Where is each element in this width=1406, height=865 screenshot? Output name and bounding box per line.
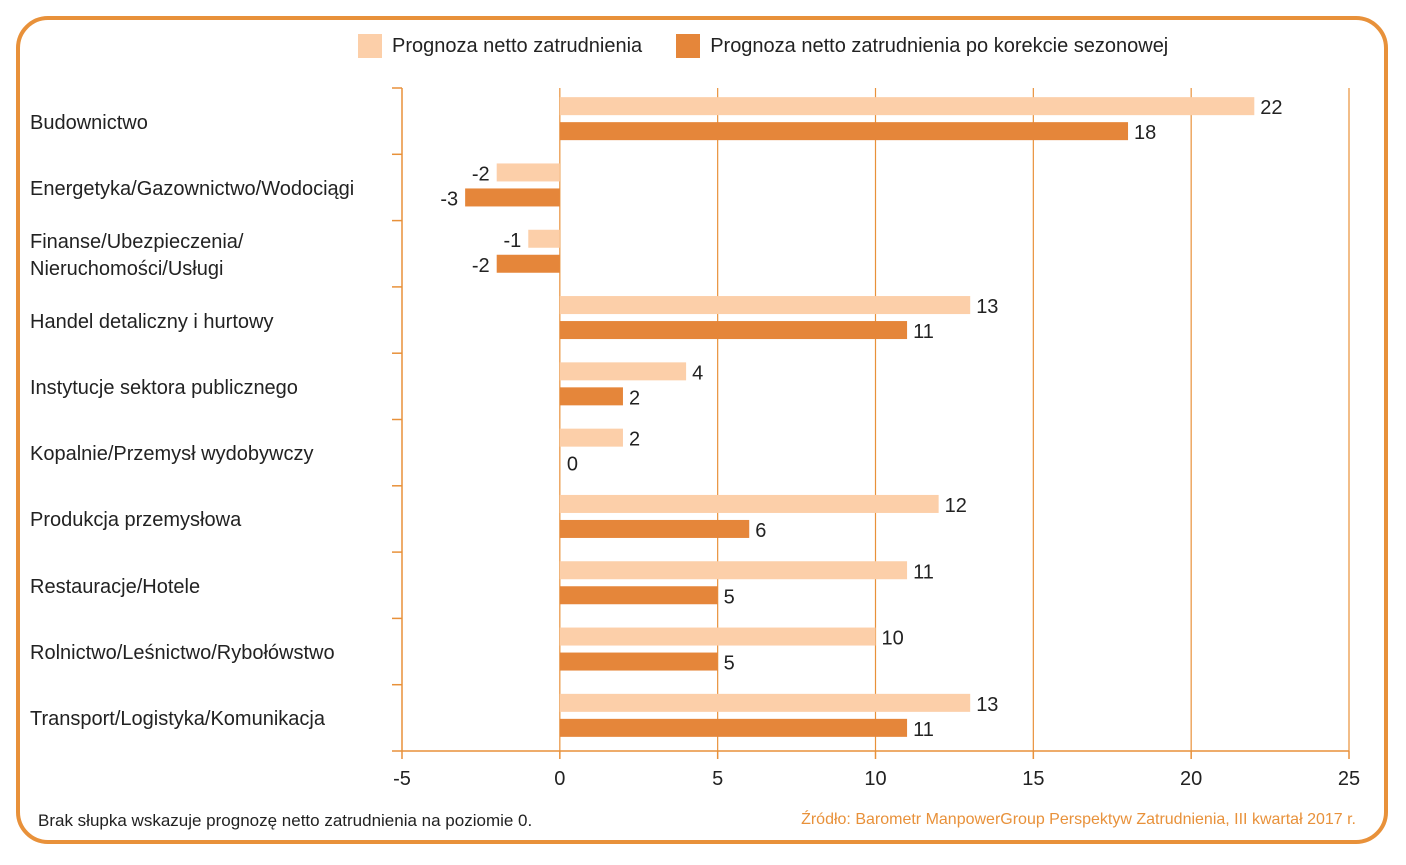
bar xyxy=(559,693,971,712)
x-tick-label: 15 xyxy=(1022,768,1044,790)
data-label: 0 xyxy=(567,454,578,476)
x-tick-label: 20 xyxy=(1180,768,1202,790)
data-label: 12 xyxy=(945,495,967,517)
data-label: 13 xyxy=(976,296,998,318)
data-label: 2 xyxy=(629,387,640,409)
category-label: Instytucje sektora publicznego xyxy=(30,375,298,402)
bar xyxy=(559,428,623,447)
bar xyxy=(559,321,908,340)
data-label: 11 xyxy=(913,561,934,583)
category-label-line: Restauracje/Hotele xyxy=(30,575,201,598)
x-tick-label: 5 xyxy=(712,768,723,790)
x-tick-label: 0 xyxy=(554,768,565,790)
chart-frame xyxy=(16,16,1388,844)
bar xyxy=(559,494,939,513)
legend-label-adjusted: Prognoza netto zatrudnienia po korekcie … xyxy=(710,34,1169,57)
bar xyxy=(559,586,718,605)
footnote: Brak słupka wskazuje prognozę netto zatr… xyxy=(38,811,533,830)
x-tick-label: 25 xyxy=(1338,768,1360,790)
category-label-line: Handel detaliczny i hurtowy xyxy=(30,310,274,333)
data-label: 2 xyxy=(629,429,640,451)
data-label: 5 xyxy=(724,653,735,675)
category-label-line: Instytucje sektora publicznego xyxy=(30,376,298,399)
source-note: Źródło: Barometr ManpowerGroup Perspekty… xyxy=(801,811,1356,828)
legend-swatch-forecast xyxy=(358,34,382,58)
data-label: 11 xyxy=(913,321,934,343)
data-label: 13 xyxy=(976,694,998,716)
data-label: -2 xyxy=(472,163,490,185)
bar xyxy=(496,254,560,273)
bar xyxy=(559,97,1255,116)
data-label: 6 xyxy=(755,520,766,542)
data-label: 4 xyxy=(692,362,703,384)
legend-swatch-adjusted xyxy=(676,34,701,58)
category-label-line: Budownictwo xyxy=(30,111,148,134)
data-label: 5 xyxy=(724,586,735,608)
data-label: 10 xyxy=(882,628,904,650)
category-label: Kopalnie/Przemysł wydobywczy xyxy=(30,441,313,468)
data-label: 22 xyxy=(1260,97,1282,119)
category-label: Budownictwo xyxy=(30,110,148,137)
x-tick-label: -5 xyxy=(393,768,411,790)
category-label: Restauracje/Hotele xyxy=(30,574,200,601)
bar xyxy=(559,561,908,580)
bar xyxy=(559,296,971,315)
bar xyxy=(465,188,560,207)
data-label: -2 xyxy=(472,255,490,277)
bar xyxy=(559,718,908,737)
legend: Prognoza netto zatrudnienia Prognoza net… xyxy=(358,34,1202,58)
bar xyxy=(559,387,623,406)
category-label: Transport/Logistyka/Komunikacja xyxy=(30,706,325,733)
data-label: 18 xyxy=(1134,122,1156,144)
x-tick-label: 10 xyxy=(864,768,886,790)
category-label-line: Energetyka/Gazownictwo/Wodociągi xyxy=(30,177,355,200)
category-label: Rolnictwo/Leśnictwo/Rybołówstwo xyxy=(30,640,335,667)
category-label: Produkcja przemysłowa xyxy=(30,507,241,534)
category-label: Handel detaliczny i hurtowy xyxy=(30,309,273,336)
category-label: Energetyka/Gazownictwo/Wodociągi xyxy=(30,176,354,203)
bar xyxy=(559,519,750,538)
bar xyxy=(559,627,876,646)
category-label: Finanse/Ubezpieczenia/Nieruchomości/Usłu… xyxy=(30,229,243,283)
bar xyxy=(559,362,687,381)
data-label: -1 xyxy=(503,230,521,252)
category-label-line: Kopalnie/Przemysł wydobywczy xyxy=(30,443,314,466)
legend-item-adjusted: Prognoza netto zatrudnienia po korekcie … xyxy=(676,34,1168,58)
legend-label-forecast: Prognoza netto zatrudnienia xyxy=(392,34,643,57)
data-label: -3 xyxy=(440,188,458,210)
category-label-line: Transport/Logistyka/Komunikacja xyxy=(30,708,325,731)
legend-item-forecast: Prognoza netto zatrudnienia xyxy=(358,34,642,58)
bar xyxy=(559,122,1129,141)
bar xyxy=(528,229,560,248)
category-label-line: Rolnictwo/Leśnictwo/Rybołówstwo xyxy=(30,642,335,665)
data-label: 11 xyxy=(913,719,934,741)
bar xyxy=(559,652,718,671)
bar xyxy=(496,163,560,182)
category-label-line: Produkcja przemysłowa xyxy=(30,509,242,532)
category-label-line: Nieruchomości/Usługi xyxy=(30,257,224,280)
category-label-line: Finanse/Ubezpieczenia/ xyxy=(30,230,244,253)
